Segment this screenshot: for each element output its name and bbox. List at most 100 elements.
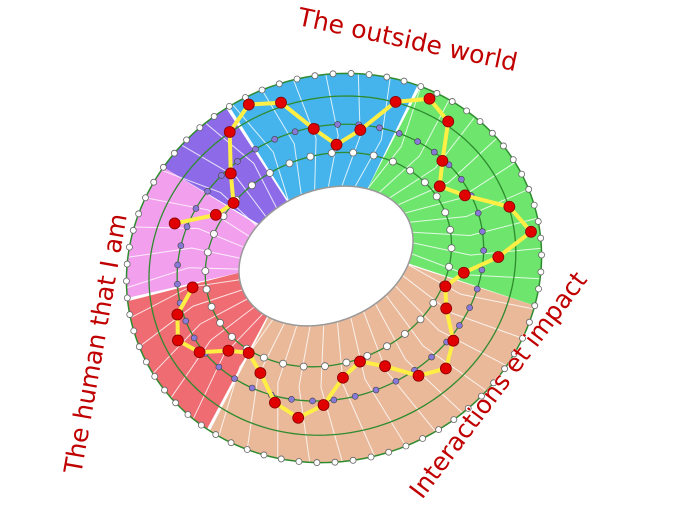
mid-node — [428, 353, 435, 361]
spoke — [192, 313, 264, 420]
outer-node — [243, 446, 251, 453]
mid-node — [192, 205, 200, 212]
inner-edge — [238, 185, 414, 327]
outer-node — [183, 136, 190, 144]
inner-node — [363, 351, 372, 360]
outer-node — [142, 358, 150, 366]
outer-node — [417, 83, 425, 90]
red-node — [433, 180, 446, 193]
red-node — [209, 208, 222, 221]
outer-node — [534, 218, 542, 225]
outer-node — [501, 365, 508, 373]
inner-node — [420, 178, 429, 187]
inner-node — [203, 248, 212, 257]
outer-node — [490, 379, 498, 387]
red-node — [223, 126, 236, 138]
red-node — [412, 369, 425, 382]
inner-node — [216, 318, 225, 327]
spoke — [404, 162, 516, 214]
inner-node — [342, 358, 351, 367]
spoke — [134, 226, 245, 248]
red-node — [436, 154, 449, 167]
red-node — [168, 217, 181, 230]
red-node — [275, 96, 287, 109]
outer-node — [531, 302, 539, 310]
inner-node — [406, 166, 415, 175]
outer-node — [150, 178, 158, 186]
sector — [367, 86, 542, 306]
inner-node — [299, 362, 308, 371]
outer-node — [400, 77, 408, 85]
outer-node — [135, 343, 143, 351]
mid-node — [215, 363, 223, 371]
red-node — [254, 367, 267, 379]
outer-node — [518, 170, 526, 178]
inner-node — [202, 285, 211, 294]
outer-node — [538, 251, 545, 259]
red-node — [242, 347, 255, 359]
mid-node — [309, 397, 316, 405]
outer-node — [126, 311, 134, 318]
mid-node — [183, 223, 191, 231]
outer-node — [509, 156, 517, 164]
mid-node — [372, 386, 380, 394]
mid-node — [291, 128, 299, 136]
outer-node — [510, 350, 518, 358]
red-node — [172, 334, 184, 347]
spoke — [385, 294, 487, 392]
red-node — [447, 334, 460, 347]
red-node — [503, 200, 516, 213]
inner-node — [447, 244, 456, 253]
outer-node — [196, 124, 204, 132]
spoke — [388, 116, 476, 199]
spoke — [170, 306, 255, 399]
outer-node — [383, 73, 391, 81]
spoke — [127, 247, 241, 259]
mid-node — [231, 375, 238, 382]
outer-node — [172, 399, 180, 407]
mid-node — [182, 317, 190, 325]
inner-node — [327, 149, 336, 157]
red-node — [307, 122, 320, 135]
spoke — [378, 99, 450, 194]
red-node — [492, 251, 505, 263]
outer-node — [275, 80, 283, 88]
mid-node — [466, 304, 473, 312]
outer-node — [123, 277, 130, 285]
inner-node — [388, 157, 397, 166]
spoke — [138, 289, 243, 348]
spoke — [354, 77, 391, 187]
outer-node — [151, 372, 159, 380]
outer-node — [329, 70, 337, 78]
inner-node — [321, 362, 329, 371]
outer-node — [277, 455, 285, 463]
outer-node — [537, 234, 545, 242]
mid-node — [414, 138, 421, 145]
outer-node — [160, 163, 167, 171]
red-node — [186, 281, 199, 294]
spoke — [161, 169, 258, 227]
mid-node — [190, 334, 198, 342]
outer-node — [197, 421, 205, 429]
outer-node — [225, 102, 233, 110]
mid-node — [473, 285, 481, 293]
mid-node — [351, 392, 359, 400]
mid-node — [479, 228, 486, 235]
red-node — [457, 266, 470, 279]
red-node — [242, 98, 255, 111]
mid-node — [271, 135, 278, 143]
outer-node — [450, 416, 458, 423]
outer-node — [525, 318, 533, 326]
red-node — [439, 280, 452, 293]
ring-line — [148, 95, 517, 436]
mid-node — [204, 187, 211, 195]
red-node — [439, 362, 452, 375]
inner-node — [432, 192, 441, 201]
outer-node — [130, 327, 138, 335]
spoke — [277, 325, 298, 459]
inner-node — [349, 148, 358, 157]
outer-node — [123, 294, 131, 302]
mid-node — [218, 172, 225, 179]
spoke — [412, 242, 542, 256]
outer-node — [260, 451, 268, 459]
